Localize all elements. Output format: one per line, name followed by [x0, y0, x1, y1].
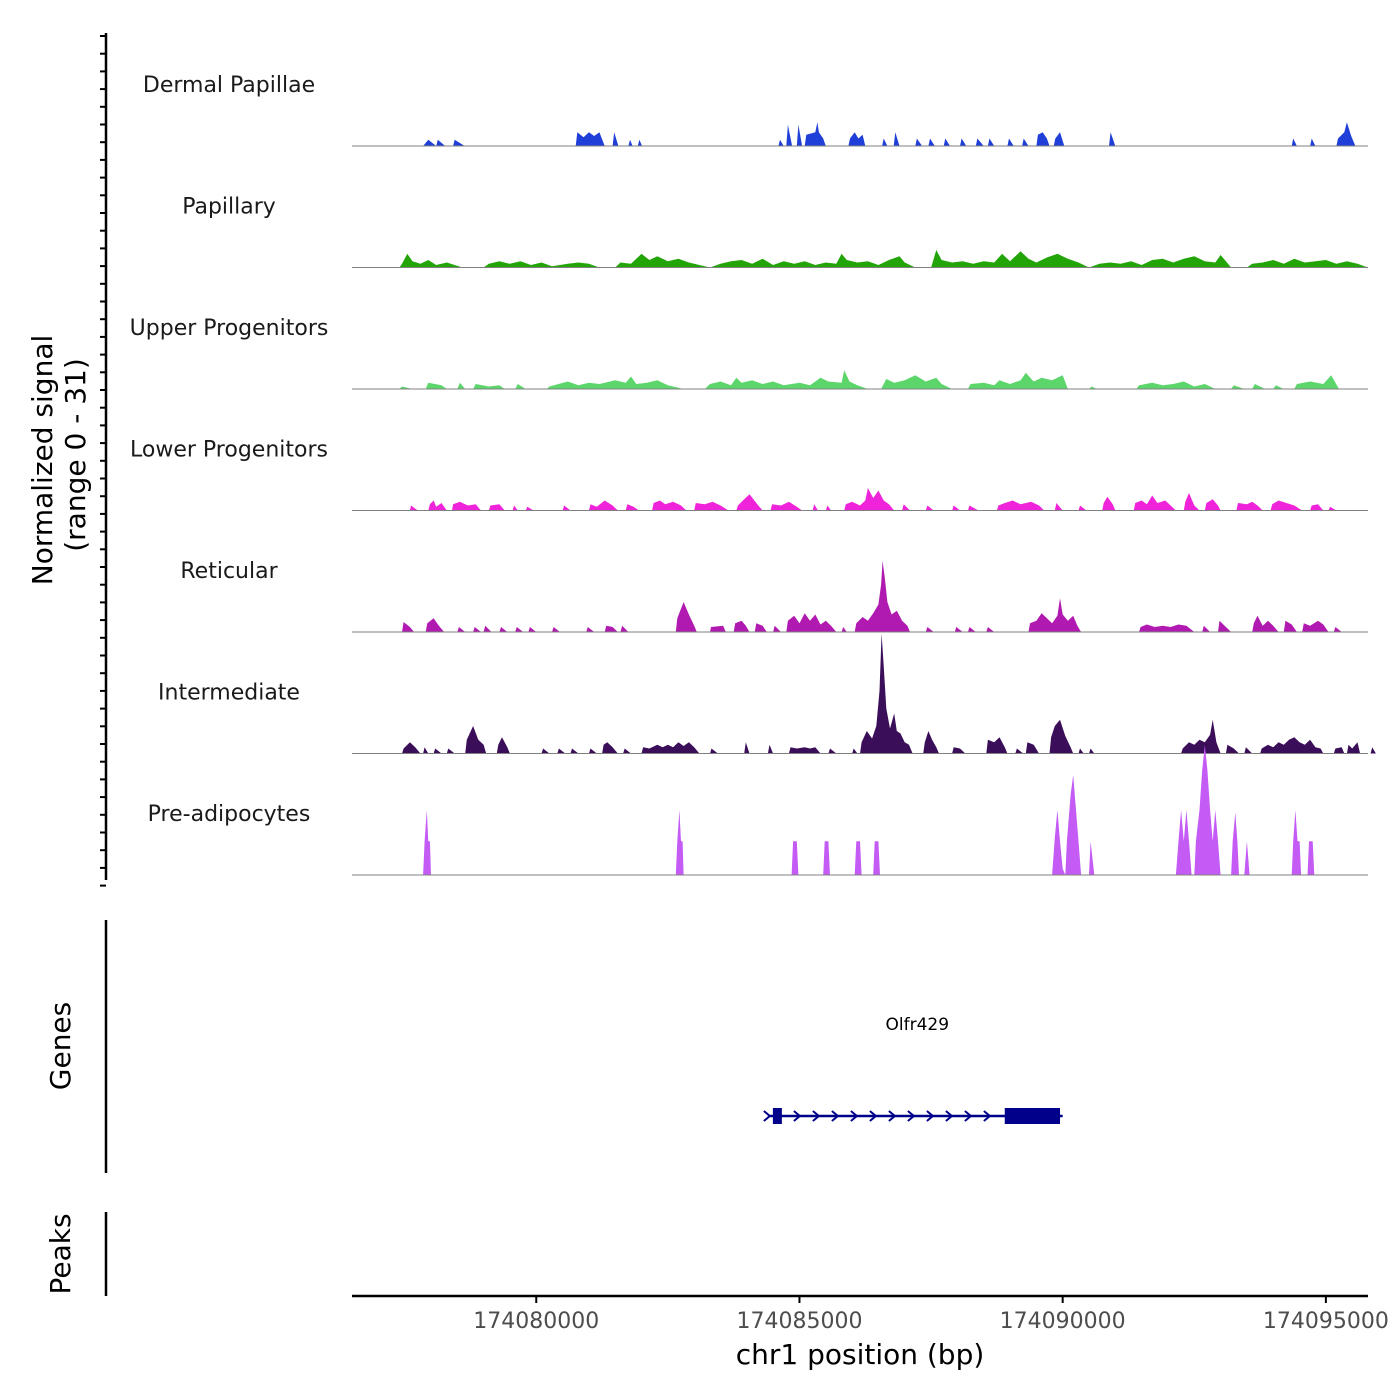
gene-strand-arrow	[831, 1110, 840, 1122]
track-lower-progenitors: Lower Progenitors	[130, 438, 1368, 511]
labels: Normalized signal (range 0 - 31) Genes P…	[26, 335, 984, 1371]
track-label-papillary: Papillary	[182, 195, 276, 220]
gene-strand-arrow	[926, 1110, 935, 1122]
track-signal-dermal-papillae	[423, 122, 1356, 146]
gene-first-exon	[772, 1108, 782, 1124]
track-label-reticular: Reticular	[180, 559, 278, 584]
gene-strand-arrow	[888, 1110, 897, 1122]
track-pre-adipocytes: Pre-adipocytes	[148, 745, 1368, 876]
x-tick-label: 174095000	[1263, 1309, 1389, 1334]
track-label-intermediate: Intermediate	[158, 681, 300, 706]
track-signal-papillary	[399, 250, 1368, 268]
track-label-pre-adipocytes: Pre-adipocytes	[148, 802, 311, 827]
track-signal-reticular	[402, 560, 1342, 632]
track-upper-progenitors: Upper Progenitors	[130, 316, 1368, 390]
track-signal-pre-adipocytes	[423, 745, 1315, 875]
x-tick-label: 174090000	[1000, 1309, 1126, 1334]
track-dermal-papillae: Dermal Papillae	[143, 73, 1368, 147]
track-reticular: Reticular	[180, 559, 1368, 633]
gene-strand-arrow	[869, 1110, 878, 1122]
gene-strand-arrow	[983, 1110, 992, 1122]
gene-strand-arrow	[793, 1110, 802, 1122]
x-axis-title: chr1 position (bp)	[736, 1338, 985, 1371]
gene-strand-arrow	[964, 1110, 973, 1122]
gene-strand-arrow	[945, 1110, 954, 1122]
signal-tracks: Dermal Papillae Papillary Upper Progenitor…	[130, 73, 1376, 876]
peaks-panel-title: Peaks	[44, 1213, 77, 1294]
track-label-dermal-papillae: Dermal Papillae	[143, 73, 315, 98]
track-intermediate: Intermediate	[158, 633, 1376, 754]
gene-name-label: Olfr429	[886, 1015, 950, 1035]
track-label-upper-progenitors: Upper Progenitors	[130, 316, 329, 341]
track-label-lower-progenitors: Lower Progenitors	[130, 438, 328, 463]
axes: 174080000 174085000 174090000 174095000	[100, 33, 1389, 1334]
gene-start-arrow	[763, 1110, 772, 1122]
genes-panel-title: Genes	[44, 1002, 77, 1090]
track-papillary: Papillary	[182, 195, 1368, 268]
track-signal-intermediate	[402, 633, 1376, 754]
gene-strand-arrow	[850, 1110, 859, 1122]
y-axis-title-line2: (range 0 - 31)	[59, 358, 92, 552]
gene-strand-arrow	[812, 1110, 821, 1122]
gene-strand-arrow	[907, 1110, 916, 1122]
track-signal-upper-progenitors	[399, 370, 1339, 389]
gene-track: Olfr429	[763, 1015, 1063, 1124]
track-signal-lower-progenitors	[409, 488, 1337, 511]
gene-last-exon	[1004, 1108, 1061, 1124]
x-tick-label: 174085000	[736, 1309, 862, 1334]
y-axis-title-line1: Normalized signal	[26, 335, 59, 586]
x-tick-label: 174080000	[473, 1309, 599, 1334]
